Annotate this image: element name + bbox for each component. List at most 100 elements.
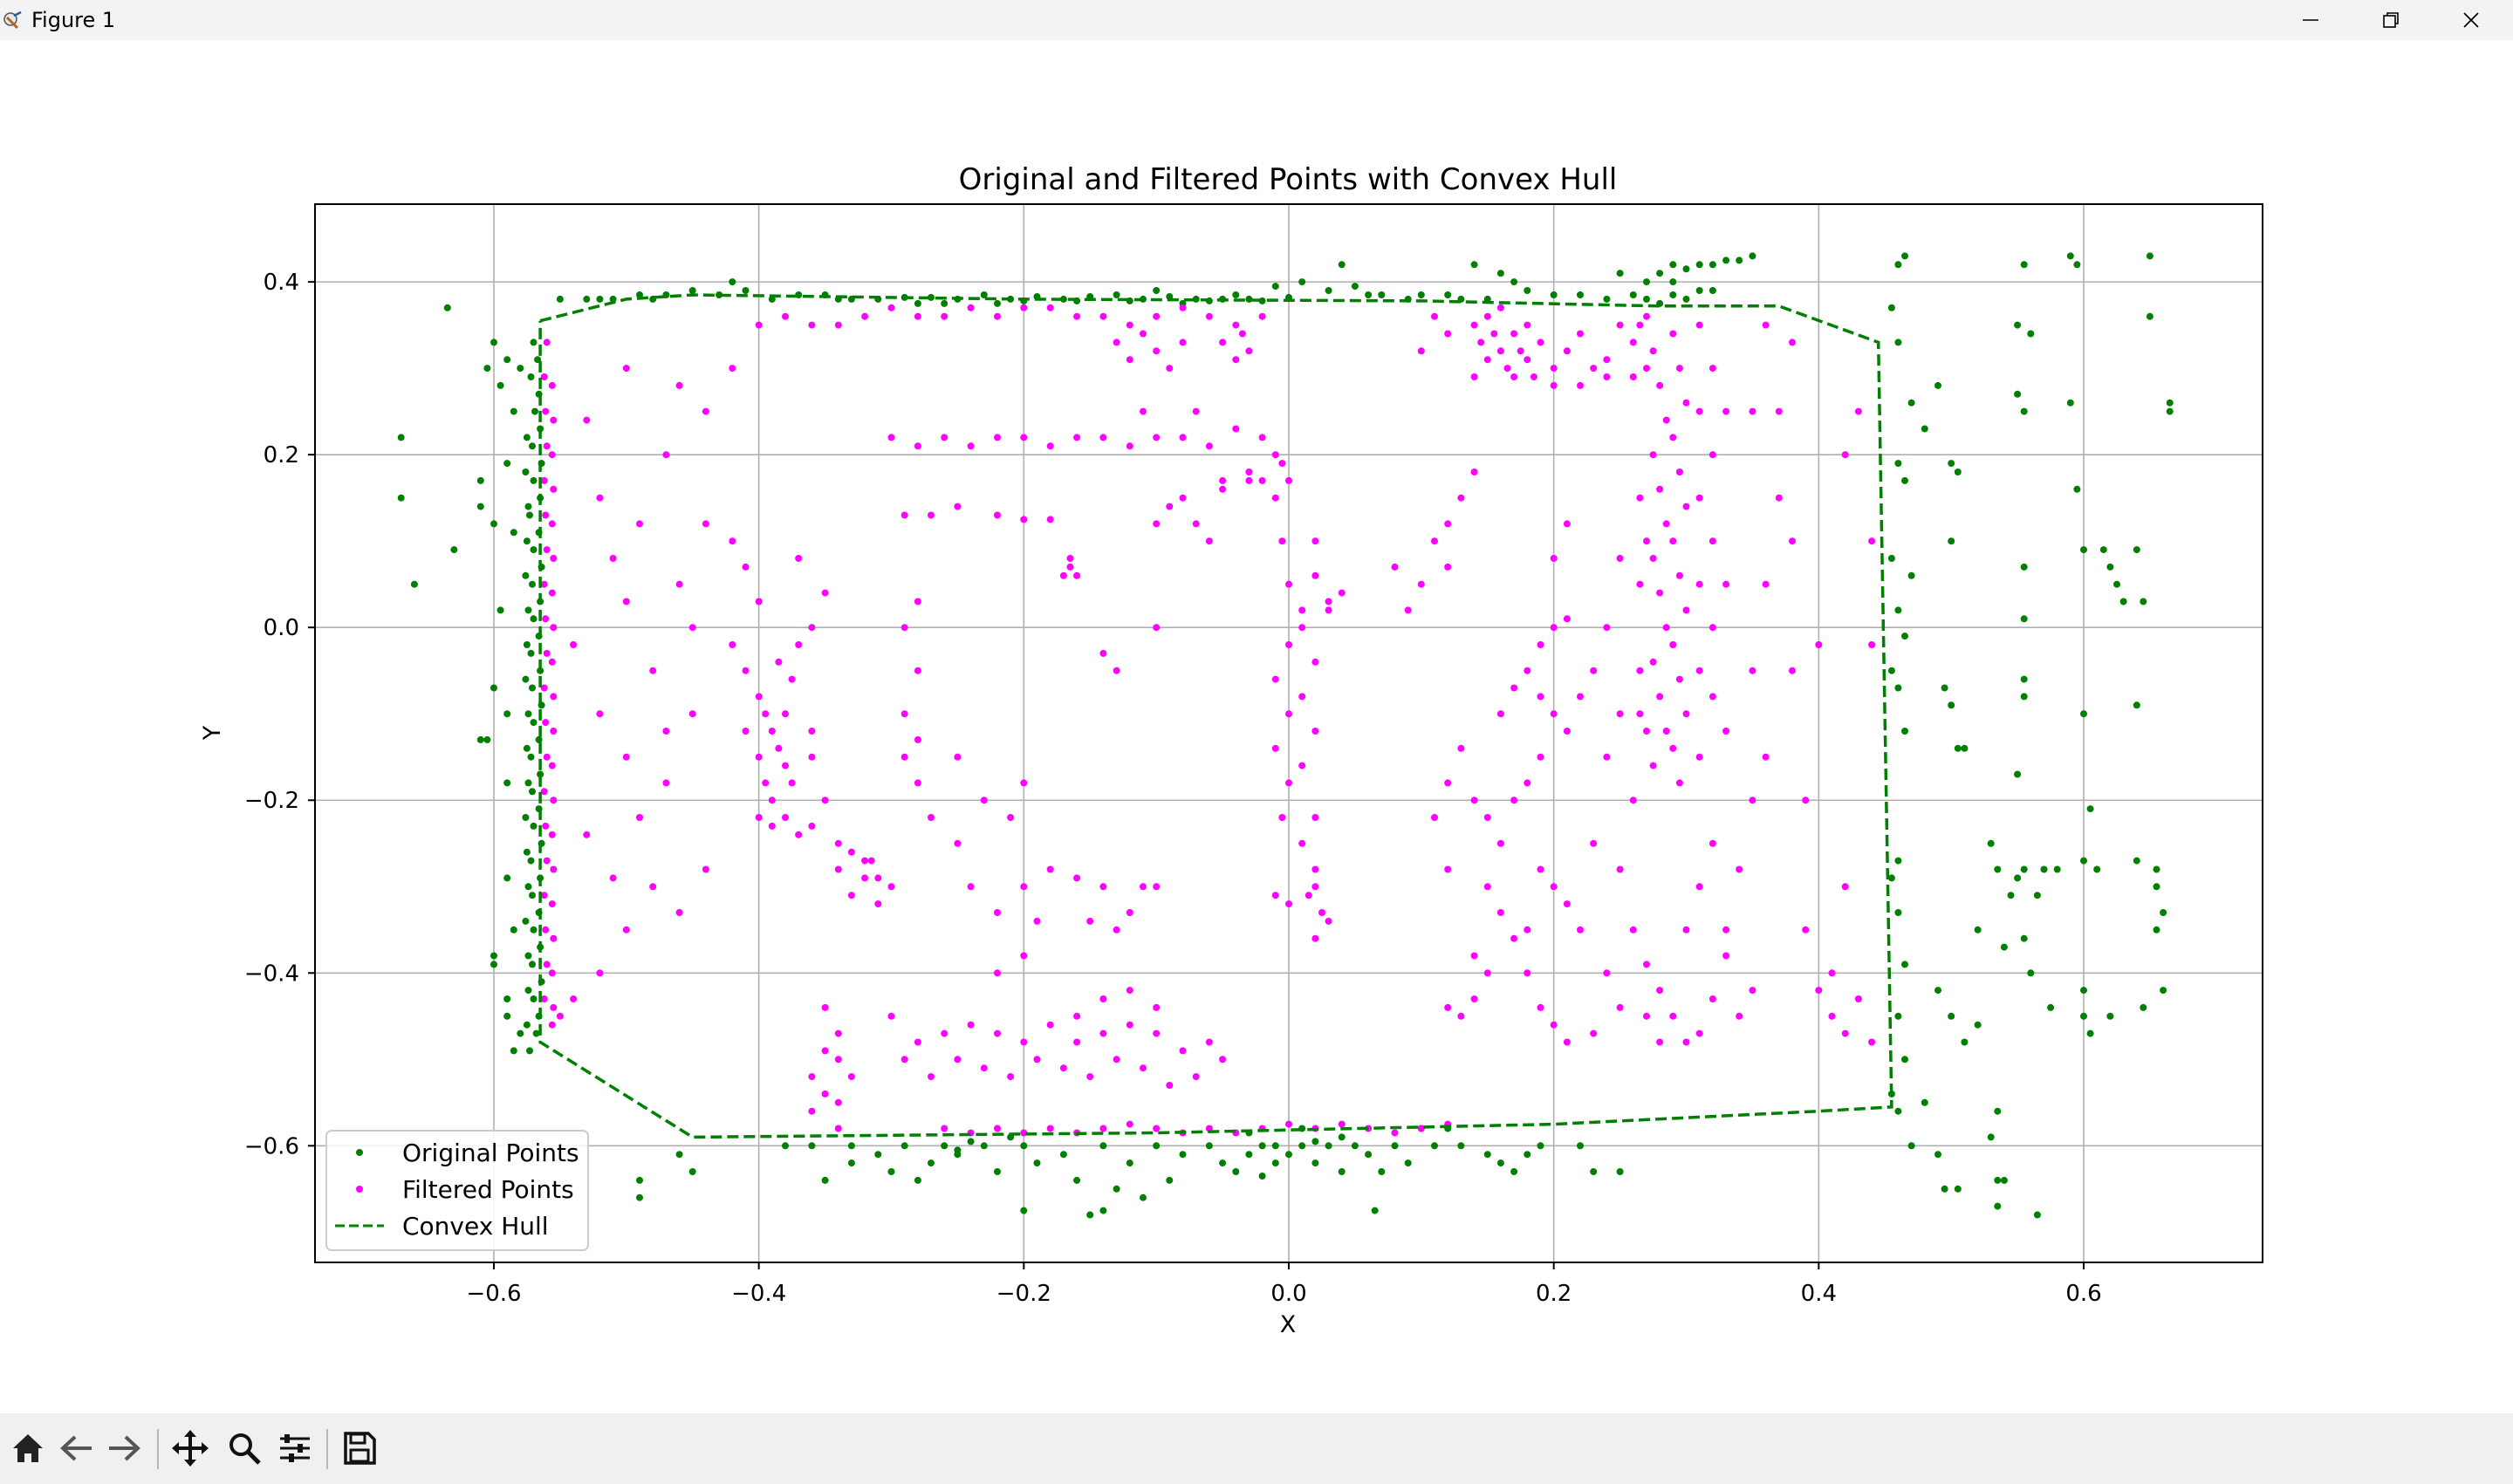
- filtered-point: [1338, 1120, 1346, 1128]
- save-button[interactable]: [335, 1422, 384, 1474]
- filtered-point: [1537, 1003, 1544, 1011]
- filtered-point: [1020, 779, 1028, 787]
- filtered-point: [1059, 1064, 1067, 1072]
- original-point: [1496, 1159, 1504, 1167]
- restore-button[interactable]: [2351, 0, 2431, 40]
- filtered-point: [1232, 356, 1240, 364]
- original-point: [1577, 291, 1584, 298]
- forward-button[interactable]: [99, 1422, 148, 1474]
- filtered-point: [1643, 728, 1650, 735]
- legend-label-filtered: Filtered Points: [402, 1175, 574, 1204]
- pan-button[interactable]: [166, 1422, 215, 1474]
- filtered-point: [1311, 865, 1319, 873]
- back-button[interactable]: [52, 1422, 101, 1474]
- close-button[interactable]: [2431, 0, 2511, 40]
- filtered-point: [542, 719, 550, 727]
- filtered-point: [1020, 1129, 1028, 1137]
- filtered-point: [1417, 347, 1425, 355]
- original-point: [1271, 1142, 1279, 1150]
- original-point: [2066, 252, 2074, 260]
- close-icon: [2463, 12, 2479, 28]
- filtered-point: [1510, 797, 1518, 804]
- original-point: [524, 779, 532, 787]
- original-point: [517, 365, 524, 373]
- filtered-point: [550, 693, 558, 701]
- filtered-point: [1245, 468, 1253, 475]
- filtered-point: [941, 1125, 948, 1132]
- filtered-point: [808, 728, 816, 735]
- filtered-point: [1603, 373, 1611, 380]
- original-point: [2066, 399, 2074, 407]
- original-point: [1417, 291, 1425, 298]
- figure-canvas[interactable]: −0.6 −0.4 −0.2 0.0 0.2 0.4 0.6 0.4 0.2 0.0 −0.2 −0.…: [0, 40, 2513, 1413]
- forward-arrow-icon: [109, 1435, 140, 1461]
- original-point: [1271, 1159, 1279, 1167]
- filtered-point: [1656, 987, 1664, 995]
- filtered-point: [1656, 589, 1664, 597]
- filtered-point: [1311, 728, 1319, 735]
- original-point: [535, 735, 543, 743]
- filtered-point: [583, 416, 591, 424]
- original-point: [2027, 969, 2035, 977]
- original-point: [1736, 256, 1743, 264]
- filtered-point: [1285, 900, 1292, 908]
- original-point: [1271, 283, 1279, 291]
- original-point: [1616, 1168, 1624, 1175]
- original-point: [1901, 728, 1908, 735]
- filtered-point: [622, 598, 630, 605]
- filtered-point: [1656, 693, 1664, 701]
- minimize-button[interactable]: [2270, 0, 2351, 40]
- original-point: [530, 995, 538, 1002]
- filtered-point: [702, 865, 709, 873]
- filtered-point: [1868, 641, 1876, 648]
- filtered-point: [1470, 373, 1478, 380]
- filtered-point: [1020, 304, 1028, 311]
- filtered-point: [1563, 520, 1571, 528]
- home-button[interactable]: [3, 1422, 52, 1474]
- original-point: [1907, 399, 1915, 407]
- original-point: [1901, 252, 1908, 260]
- filtered-point: [788, 779, 796, 787]
- original-point: [1113, 291, 1120, 298]
- original-point: [2027, 330, 2035, 338]
- original-point: [1378, 291, 1386, 298]
- filtered-point: [821, 1090, 829, 1098]
- original-point: [1311, 1159, 1319, 1167]
- filtered-point: [548, 589, 556, 597]
- original-point: [503, 356, 511, 364]
- original-point: [994, 1168, 1001, 1175]
- filtered-point: [821, 1047, 829, 1055]
- filtered-point: [1643, 1012, 1650, 1020]
- original-point: [688, 287, 696, 294]
- filtered-point: [1802, 926, 1810, 933]
- filtered-point: [1649, 451, 1657, 459]
- original-point: [636, 291, 643, 298]
- original-point: [1708, 261, 1716, 269]
- filtered-point: [1245, 476, 1253, 484]
- filtered-point: [1020, 516, 1028, 523]
- original-point: [490, 520, 497, 528]
- original-point: [1510, 278, 1518, 286]
- original-point: [928, 1159, 935, 1167]
- filtered-point: [861, 857, 869, 865]
- toolbar-separator: [326, 1429, 328, 1469]
- filtered-point: [1166, 365, 1174, 373]
- filtered-point: [1444, 520, 1452, 528]
- filtered-point: [1126, 442, 1133, 450]
- original-point: [532, 1029, 540, 1037]
- filtered-point: [768, 728, 776, 735]
- filtered-point: [550, 416, 558, 424]
- original-point: [2014, 874, 2022, 882]
- filtered-point: [688, 624, 696, 632]
- zoom-button[interactable]: [220, 1422, 269, 1474]
- filtered-point: [1550, 624, 1558, 632]
- filtered-point: [1603, 753, 1611, 761]
- original-point: [1099, 1142, 1107, 1150]
- filtered-point: [1298, 762, 1306, 769]
- original-point: [1894, 339, 1902, 346]
- original-point: [887, 1168, 895, 1175]
- filtered-point: [1470, 995, 1478, 1002]
- configure-subplots-button[interactable]: [270, 1422, 319, 1474]
- original-point: [2080, 710, 2087, 718]
- original-point: [808, 1142, 816, 1150]
